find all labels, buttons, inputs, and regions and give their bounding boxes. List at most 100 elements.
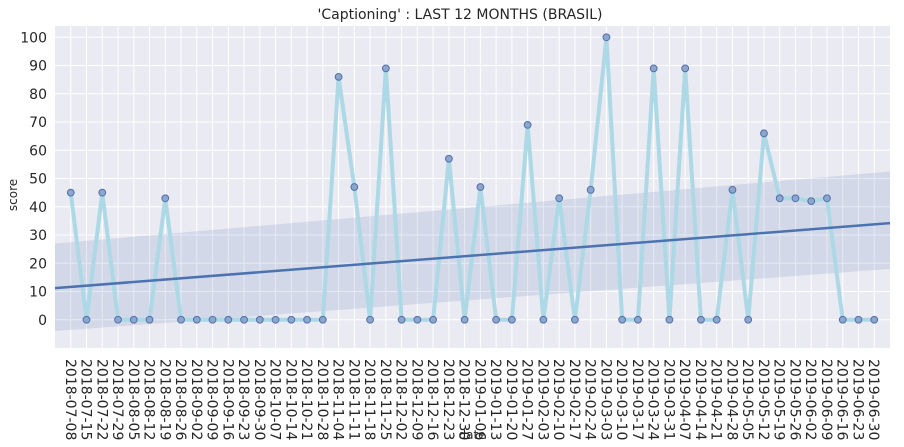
- data-point: [507, 315, 516, 324]
- y-tick-label: 60: [29, 143, 47, 159]
- data-point: [318, 315, 327, 324]
- x-tick-label: 2018-11-18: [361, 359, 377, 440]
- x-tick-label: 2018-07-22: [93, 359, 109, 440]
- data-point: [681, 64, 690, 73]
- x-tick-label: 2019-06-23: [849, 359, 865, 440]
- x-tick-label: 2019-02-03: [534, 359, 550, 440]
- data-point: [618, 315, 627, 324]
- x-tick-label: 2018-12-16: [424, 359, 440, 440]
- data-point: [98, 188, 107, 197]
- data-point: [760, 129, 768, 138]
- x-tick-label: 2019-05-19: [771, 359, 787, 440]
- x-tick-label: 2018-12-02: [393, 359, 409, 440]
- grid: [55, 26, 890, 348]
- y-tick-label: 20: [29, 256, 47, 272]
- data-point: [838, 315, 847, 324]
- x-tick-label: 2018-07-29: [109, 359, 125, 440]
- x-tick-label: 2019-01-13: [487, 359, 503, 440]
- data-point: [823, 194, 831, 203]
- data-point: [114, 315, 122, 324]
- y-axis-label: score: [6, 179, 20, 211]
- data-point: [255, 315, 264, 324]
- y-tick-label: 80: [29, 87, 47, 103]
- data-point: [82, 315, 91, 324]
- data-point: [665, 315, 674, 324]
- data-point: [145, 315, 154, 324]
- x-tick-label: 2019-03-24: [645, 359, 661, 440]
- y-tick-label: 40: [29, 200, 47, 216]
- x-tick-label: 2019-05-05: [739, 359, 755, 440]
- x-tick-label: 2019-02-24: [582, 359, 598, 440]
- x-tick-label: 2019-04-14: [692, 359, 708, 440]
- data-point: [271, 315, 280, 324]
- data-point: [381, 64, 390, 73]
- x-tick-label: 2019-06-02: [802, 359, 818, 440]
- x-tick-label: 2019-03-31: [660, 359, 676, 440]
- y-tick-label: 70: [29, 115, 47, 131]
- data-point: [492, 315, 501, 324]
- data-point: [775, 194, 784, 203]
- x-tick-label: 2019-01-06: [471, 359, 487, 440]
- data-point: [697, 315, 705, 324]
- y-tick-label: 100: [20, 30, 47, 46]
- data-point: [413, 315, 422, 324]
- y-tick-label: 0: [38, 313, 47, 329]
- y-tick-label: 90: [29, 59, 47, 75]
- x-tick-label: 2018-08-26: [172, 359, 188, 440]
- x-tick-label: 2018-11-04: [330, 359, 346, 440]
- data-point: [240, 315, 248, 324]
- data-point: [287, 315, 296, 324]
- x-tick-label: 2018-08-19: [156, 359, 172, 440]
- data-point: [460, 315, 469, 324]
- data-point: [444, 154, 453, 163]
- x-tick-label: 2018-10-21: [298, 359, 314, 440]
- data-point: [303, 315, 311, 324]
- x-tick-label: 2018-10-14: [282, 359, 298, 440]
- x-tick-label: 2019-03-17: [629, 359, 645, 440]
- x-tick-label: 2019-06-30: [865, 359, 881, 440]
- x-tick-label: 2018-12-09: [408, 359, 424, 440]
- data-point: [177, 315, 185, 324]
- data-points: [66, 33, 879, 324]
- data-point: [712, 315, 721, 324]
- data-point: [791, 194, 800, 203]
- data-point: [649, 64, 658, 73]
- chart-title: 'Captioning' : LAST 12 MONTHS (BRASIL): [318, 7, 603, 23]
- y-tick-labels: 0 10 20 30 40 50 60 70 80 90 100: [20, 30, 47, 328]
- data-point: [555, 194, 564, 203]
- x-tick-label: 2018-10-07: [267, 359, 283, 440]
- x-tick-label: 2018-09-09: [204, 359, 220, 440]
- x-tick-label: 2019-06-16: [834, 359, 850, 440]
- regression-line: [54, 221, 891, 290]
- data-point: [224, 315, 233, 324]
- data-point: [161, 194, 170, 203]
- x-axis-label: date: [458, 428, 485, 442]
- x-tick-label: 2019-05-12: [755, 359, 771, 440]
- x-tick-label: 2018-07-15: [78, 359, 94, 440]
- x-tick-label: 2018-09-23: [235, 359, 251, 440]
- data-point: [854, 315, 863, 324]
- y-tick-label: 30: [29, 228, 47, 244]
- x-tick-label: 2018-09-02: [188, 359, 204, 440]
- data-point: [523, 120, 532, 129]
- x-tick-label: 2018-12-30: [456, 359, 472, 440]
- x-tick-label: 2018-11-25: [377, 359, 393, 440]
- y-tick-label: 50: [29, 172, 47, 188]
- x-tick-label: 2019-03-03: [597, 359, 613, 440]
- x-tick-label: 2018-07-08: [62, 359, 78, 440]
- x-tick-label: 2019-04-28: [723, 359, 739, 440]
- series-line: [68, 35, 875, 322]
- data-point: [728, 185, 737, 194]
- y-tick-label: 10: [29, 285, 47, 301]
- data-point: [66, 188, 75, 197]
- score-line: [68, 35, 875, 322]
- data-point: [429, 315, 438, 324]
- data-point: [870, 315, 879, 324]
- x-tick-label: 2018-10-28: [314, 359, 330, 440]
- x-tick-label: 2018-12-23: [440, 359, 456, 440]
- x-tick-label: 2019-01-27: [519, 359, 535, 440]
- data-point: [476, 183, 485, 191]
- data-point: [586, 185, 595, 194]
- data-point: [208, 315, 217, 324]
